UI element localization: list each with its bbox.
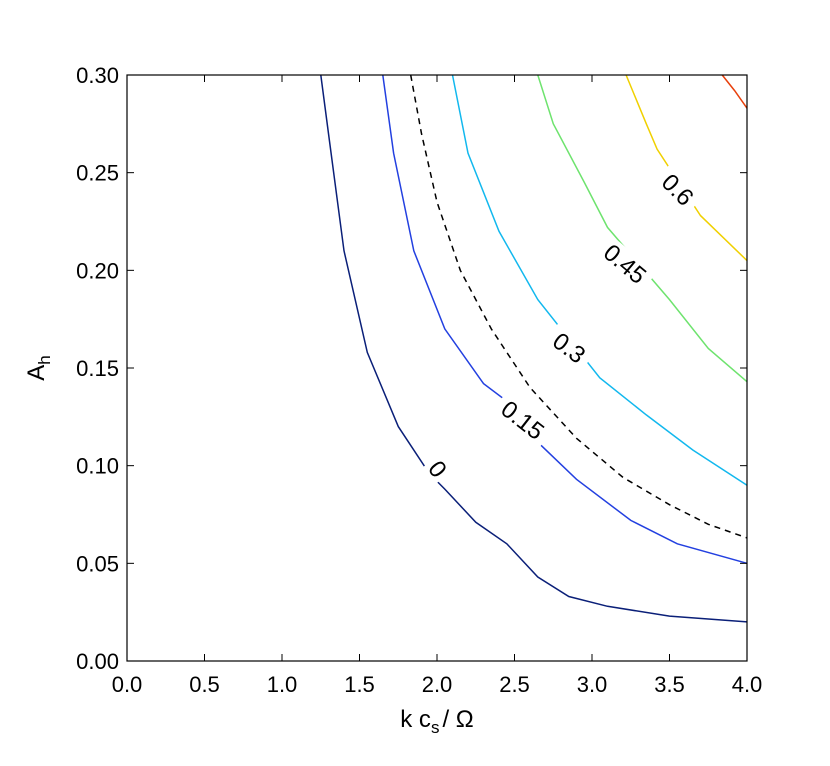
contour-label-gap xyxy=(419,452,455,487)
contour-lines xyxy=(320,74,748,623)
y-tick-label: 0.20 xyxy=(76,258,119,283)
contour-line-0 xyxy=(320,74,748,623)
axis-ticks xyxy=(126,74,748,662)
x-tick-label: 0.5 xyxy=(189,672,220,697)
plot-frame xyxy=(126,74,748,662)
contour-line-6 xyxy=(721,74,748,109)
x-tick-label: 4.0 xyxy=(732,672,763,697)
contour-label-3: 0.3 xyxy=(541,323,596,374)
y-tick-label: 0.30 xyxy=(76,63,119,88)
x-axis-label: k cs / Ω xyxy=(400,706,473,737)
contour-labels: 00.150.30.450.6 xyxy=(419,163,704,487)
x-tick-label: 3.5 xyxy=(654,672,685,697)
x-tick-label: 0.0 xyxy=(112,672,143,697)
contour-label-0: 0 xyxy=(419,452,455,487)
contour-line-4 xyxy=(537,74,748,383)
y-tick-label: 0.05 xyxy=(76,551,119,576)
y-tick-label: 0.10 xyxy=(76,454,119,479)
x-tick-label: 3.0 xyxy=(577,672,608,697)
contour-line-3 xyxy=(451,74,748,486)
x-tick-label: 1.5 xyxy=(344,672,375,697)
y-tick-label: 0.00 xyxy=(76,649,119,674)
x-tick-label: 1.0 xyxy=(267,672,298,697)
y-tick-label: 0.25 xyxy=(76,161,119,186)
contour-label-1: 0.15 xyxy=(489,391,555,451)
x-tick-label: 2.5 xyxy=(499,672,530,697)
contour-label-gap xyxy=(541,323,596,374)
contour-label-4: 0.45 xyxy=(592,234,657,295)
contour-line-5 xyxy=(625,74,748,262)
contour-line-1 xyxy=(382,74,748,565)
y-axis-label: Ah xyxy=(23,355,54,380)
y-tick-label: 0.15 xyxy=(76,356,119,381)
contour-line-2 xyxy=(409,74,748,539)
x-tick-label: 2.0 xyxy=(422,672,453,697)
contour-label-gap xyxy=(592,234,657,295)
contour-label-gap xyxy=(650,163,704,217)
contour-label-gap xyxy=(489,391,555,451)
tick-labels: 0.0 0.5 1.0 1.5 2.0 2.5 3.0 3.5 4.0 0.00 0.05 0.10 0… xyxy=(76,63,762,697)
